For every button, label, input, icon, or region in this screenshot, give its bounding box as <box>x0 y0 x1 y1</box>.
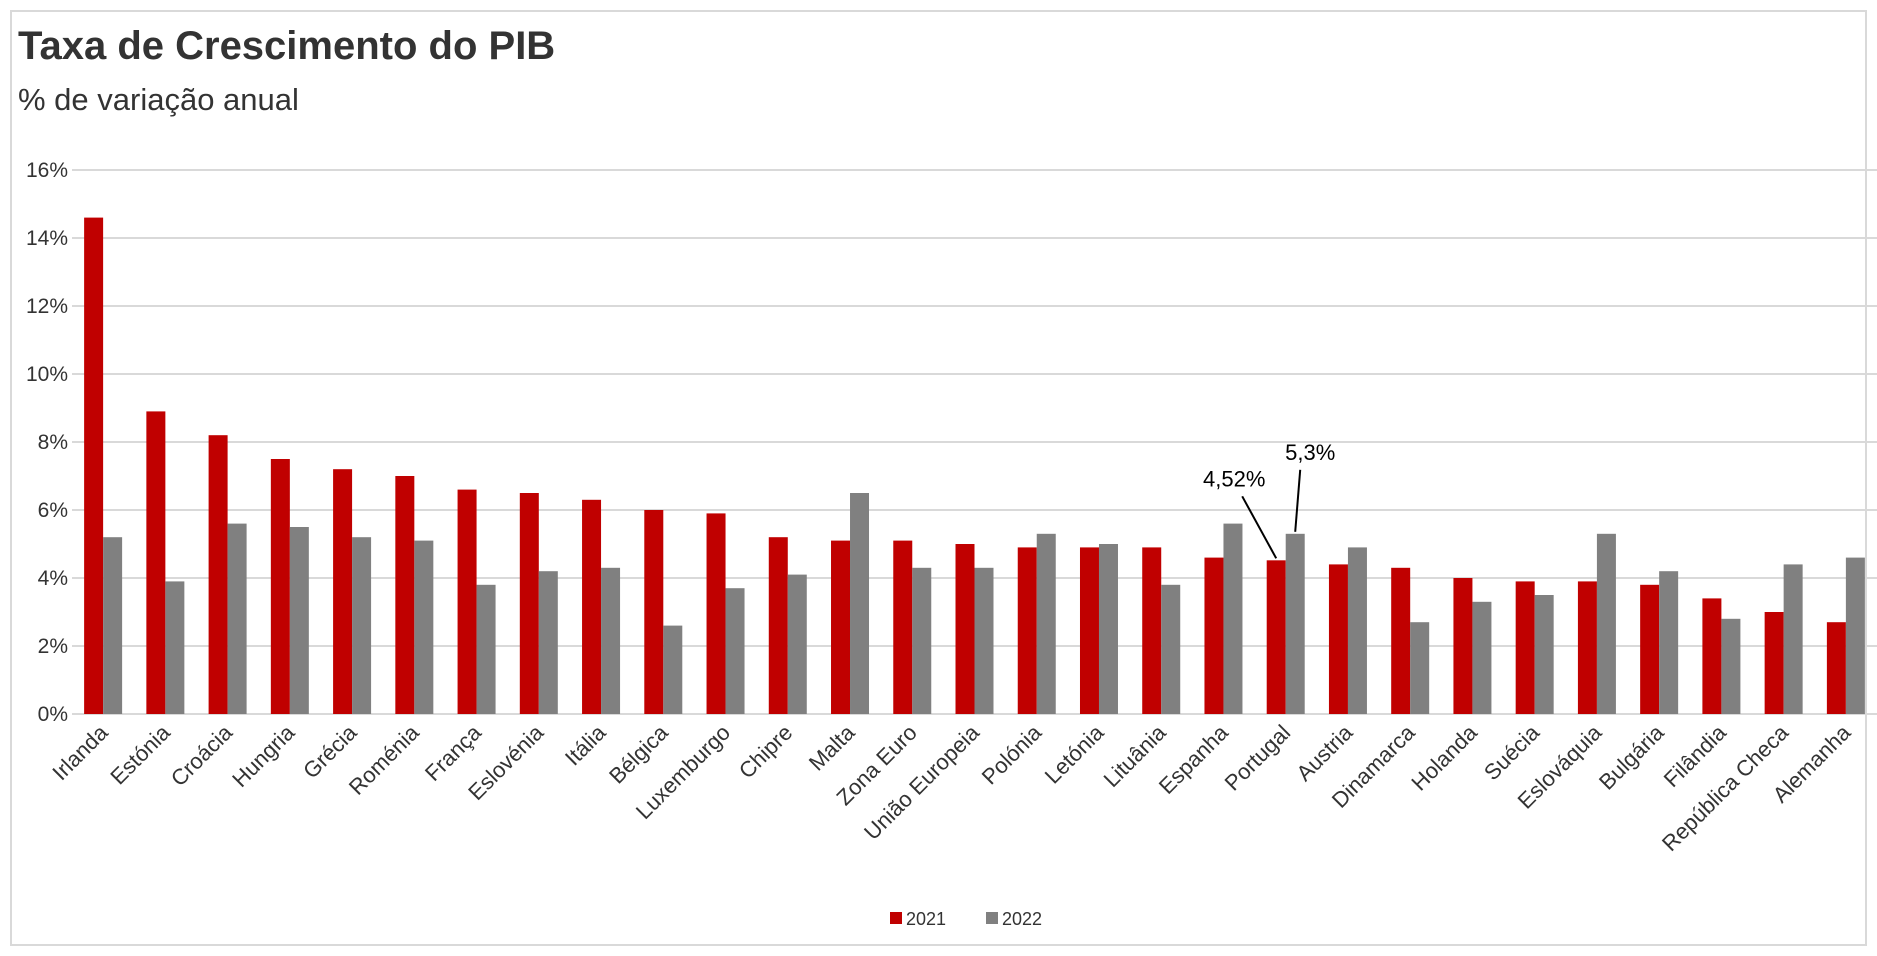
bar-2021 <box>1764 612 1784 714</box>
x-category-label: Roménia <box>344 719 424 799</box>
bar-2021 <box>1453 578 1473 714</box>
chart-subtitle: % de variação anual <box>18 82 299 117</box>
bar-2021 <box>893 540 913 714</box>
x-category-label: Estónia <box>105 719 175 789</box>
bar-2021 <box>1142 547 1162 714</box>
legend-swatch-2022 <box>986 912 998 924</box>
bar-2022 <box>1472 601 1492 714</box>
x-category-label: Itália <box>560 719 611 770</box>
bar-2021 <box>1204 557 1224 714</box>
bar-2022 <box>103 537 123 714</box>
y-tick-label: 2% <box>38 635 68 658</box>
y-tick-label: 16% <box>26 159 68 182</box>
legend: 2021 2022 <box>890 909 1042 929</box>
chart-frame <box>10 10 1867 946</box>
bar-2022 <box>1596 533 1616 714</box>
bar-2021 <box>1266 560 1286 714</box>
bar-2021 <box>1577 581 1597 714</box>
y-tick-label: 4% <box>38 567 68 590</box>
bar-2021 <box>208 435 228 714</box>
bar-2021 <box>395 476 415 714</box>
x-category-label: Polónia <box>977 719 1047 789</box>
bar-2022 <box>1659 571 1679 714</box>
x-category-label: Irlanda <box>47 719 113 785</box>
bar-2022 <box>787 574 807 714</box>
x-category-label: Holanda <box>1406 719 1482 795</box>
bar-2021 <box>1640 584 1660 714</box>
legend-label-2021: 2021 <box>906 909 946 929</box>
bar-2022 <box>1721 618 1741 714</box>
x-category-label: Portugal <box>1220 720 1296 796</box>
bar-2021 <box>333 469 353 714</box>
x-axis-category-labels: IrlandaEstóniaCroáciaHungriaGréciaRoméni… <box>47 719 1856 856</box>
bar-2021 <box>1079 547 1099 714</box>
bar-2022 <box>1845 557 1865 714</box>
x-category-label: Hungria <box>227 719 300 792</box>
bar-2021 <box>84 217 104 714</box>
annotation-leader-line <box>1294 469 1302 532</box>
bar-2022 <box>1223 523 1243 714</box>
bar-2021 <box>1391 567 1411 714</box>
y-tick-label: 14% <box>26 227 68 250</box>
y-tick-label: 8% <box>38 431 68 454</box>
bar-2022 <box>912 567 932 714</box>
bar-2022 <box>974 567 994 714</box>
bar-2022 <box>414 540 434 714</box>
annotation-leader-line <box>1241 495 1278 559</box>
y-tick-label: 12% <box>26 295 68 318</box>
bar-2021 <box>1328 564 1348 714</box>
bar-2021 <box>768 537 788 714</box>
bar-2022 <box>289 527 309 714</box>
bar-2021 <box>270 459 290 714</box>
legend-swatch-2021 <box>890 912 902 924</box>
bar-2021 <box>706 513 726 714</box>
y-tick-label: 6% <box>38 499 68 522</box>
x-category-label: Croácia <box>166 719 238 791</box>
annotation-label: 5,3% <box>1285 440 1335 465</box>
legend-label-2022: 2022 <box>1002 909 1042 929</box>
bar-2022 <box>663 625 683 714</box>
bar-2021 <box>146 411 166 714</box>
bar-2022 <box>1098 544 1118 714</box>
x-category-label: Malta <box>804 719 860 775</box>
x-category-label: União Europeia <box>859 719 984 844</box>
y-tick-label: 10% <box>26 363 68 386</box>
bar-2022 <box>1285 533 1305 714</box>
bar-2022 <box>601 567 621 714</box>
bar-2021 <box>582 499 602 714</box>
y-tick-label: 0% <box>38 703 68 726</box>
x-category-label: Bulgária <box>1594 719 1669 794</box>
bar-2022 <box>1534 595 1554 714</box>
bar-2022 <box>352 537 372 714</box>
bar-2022 <box>165 581 185 714</box>
bar-2022 <box>1347 547 1367 714</box>
bar-2021 <box>519 493 539 714</box>
bar-2021 <box>831 540 851 714</box>
annotation-label: 4,52% <box>1203 466 1265 491</box>
bar-2021 <box>1826 622 1846 714</box>
y-axis-tick-labels: 0% 2% 4% 6% 8% 10% 12% 14% 16% <box>26 159 68 726</box>
bar-2022 <box>850 493 870 714</box>
bar-2022 <box>1036 533 1056 714</box>
bar-2022 <box>1783 564 1803 714</box>
bar-2021 <box>1702 598 1722 714</box>
x-category-label: Espanha <box>1154 719 1234 799</box>
x-category-label: Letónia <box>1040 719 1109 788</box>
bar-2021 <box>955 544 975 714</box>
annotations: 4,52% 5,3% <box>1203 440 1335 559</box>
bar-2022 <box>538 571 558 714</box>
bar-2021 <box>644 510 664 714</box>
bar-2021 <box>1515 581 1535 714</box>
bar-2022 <box>227 523 247 714</box>
bars <box>84 217 1865 714</box>
bar-2022 <box>1161 584 1181 714</box>
bar-2021 <box>457 489 477 714</box>
chart-title: Taxa de Crescimento do PIB <box>18 24 556 68</box>
bar-2022 <box>725 588 745 714</box>
x-category-label: Chipre <box>734 720 798 784</box>
bar-2022 <box>476 584 496 714</box>
bar-2021 <box>1017 547 1037 714</box>
bar-2022 <box>1410 622 1430 714</box>
